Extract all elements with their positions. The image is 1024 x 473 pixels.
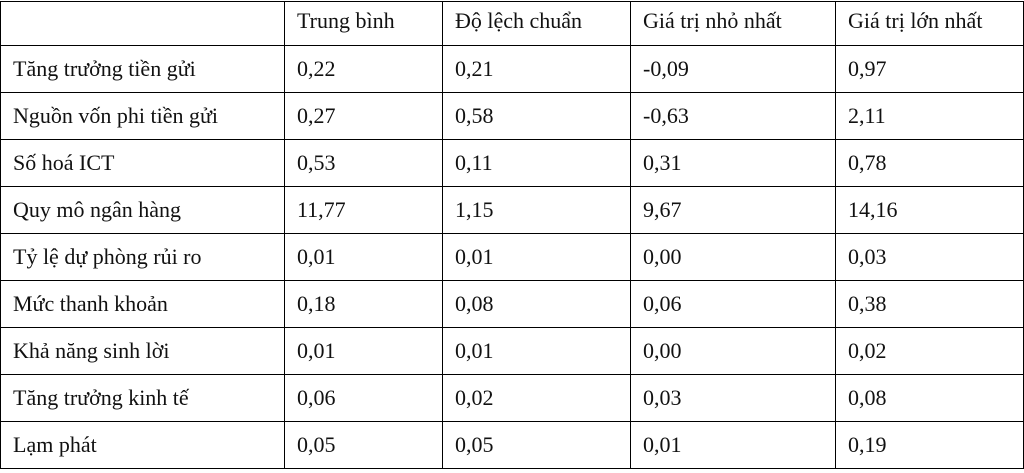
row-label: Số hoá ICT [0, 139, 285, 187]
value-cell: 0,97 [835, 45, 1024, 93]
value-cell: 0,01 [442, 327, 631, 375]
data-row: Khả năng sinh lời 0,01 0,01 0,00 0,02 [0, 327, 1024, 375]
value-cell: 0,27 [284, 92, 443, 140]
value-cell: -0,63 [630, 92, 836, 140]
value-cell: 0,05 [284, 421, 443, 469]
value-cell: 0,05 [442, 421, 631, 469]
value-cell: 0,31 [630, 139, 836, 187]
value-cell: -0,09 [630, 45, 836, 93]
value-cell: 0,08 [835, 374, 1024, 422]
header-cell: Giá trị lớn nhất [835, 1, 1024, 46]
row-label: Khả năng sinh lời [0, 327, 285, 375]
header-row: Trung bình Độ lệch chuẩn Giá trị nhỏ nhất G… [0, 1, 1024, 46]
value-cell: 0,02 [442, 374, 631, 422]
value-cell: 0,01 [630, 421, 836, 469]
header-cell: Độ lệch chuẩn [442, 1, 631, 46]
value-cell: 1,15 [442, 186, 631, 234]
value-cell: 0,01 [442, 233, 631, 281]
value-cell: 0,03 [835, 233, 1024, 281]
value-cell: 0,02 [835, 327, 1024, 375]
value-cell: 0,00 [630, 233, 836, 281]
value-cell: 9,67 [630, 186, 836, 234]
header-cell: Giá trị nhỏ nhất [630, 1, 836, 46]
header-cell: Trung bình [284, 1, 443, 46]
value-cell: 0,21 [442, 45, 631, 93]
value-cell: 0,00 [630, 327, 836, 375]
value-cell: 0,53 [284, 139, 443, 187]
value-cell: 0,01 [284, 233, 443, 281]
row-label: Tăng trưởng tiền gửi [0, 45, 285, 93]
value-cell: 11,77 [284, 186, 443, 234]
value-cell: 0,08 [442, 280, 631, 328]
row-label: Lạm phát [0, 421, 285, 469]
row-label: Mức thanh khoản [0, 280, 285, 328]
data-row: Lạm phát 0,05 0,05 0,01 0,19 [0, 421, 1024, 469]
value-cell: 0,22 [284, 45, 443, 93]
value-cell: 14,16 [835, 186, 1024, 234]
row-label: Tăng trưởng kinh tế [0, 374, 285, 422]
data-row: Tỷ lệ dự phòng rủi ro 0,01 0,01 0,00 0,03 [0, 233, 1024, 281]
data-row: Quy mô ngân hàng 11,77 1,15 9,67 14,16 [0, 186, 1024, 234]
data-row: Mức thanh khoản 0,18 0,08 0,06 0,38 [0, 280, 1024, 328]
value-cell: 0,58 [442, 92, 631, 140]
data-row: Số hoá ICT 0,53 0,11 0,31 0,78 [0, 139, 1024, 187]
data-row: Nguồn vốn phi tiền gửi 0,27 0,58 -0,63 2,11 [0, 92, 1024, 140]
value-cell: 0,18 [284, 280, 443, 328]
value-cell: 0,11 [442, 139, 631, 187]
row-label: Tỷ lệ dự phòng rủi ro [0, 233, 285, 281]
value-cell: 0,38 [835, 280, 1024, 328]
data-row: Tăng trưởng kinh tế 0,06 0,02 0,03 0,08 [0, 374, 1024, 422]
value-cell: 0,78 [835, 139, 1024, 187]
value-cell: 0,06 [630, 280, 836, 328]
value-cell: 0,03 [630, 374, 836, 422]
value-cell: 0,19 [835, 421, 1024, 469]
row-label: Quy mô ngân hàng [0, 186, 285, 234]
corner-cell [0, 1, 285, 46]
data-row: Tăng trưởng tiền gửi 0,22 0,21 -0,09 0,97 [0, 45, 1024, 93]
row-label: Nguồn vốn phi tiền gửi [0, 92, 285, 140]
value-cell: 0,06 [284, 374, 443, 422]
value-cell: 2,11 [835, 92, 1024, 140]
value-cell: 0,01 [284, 327, 443, 375]
